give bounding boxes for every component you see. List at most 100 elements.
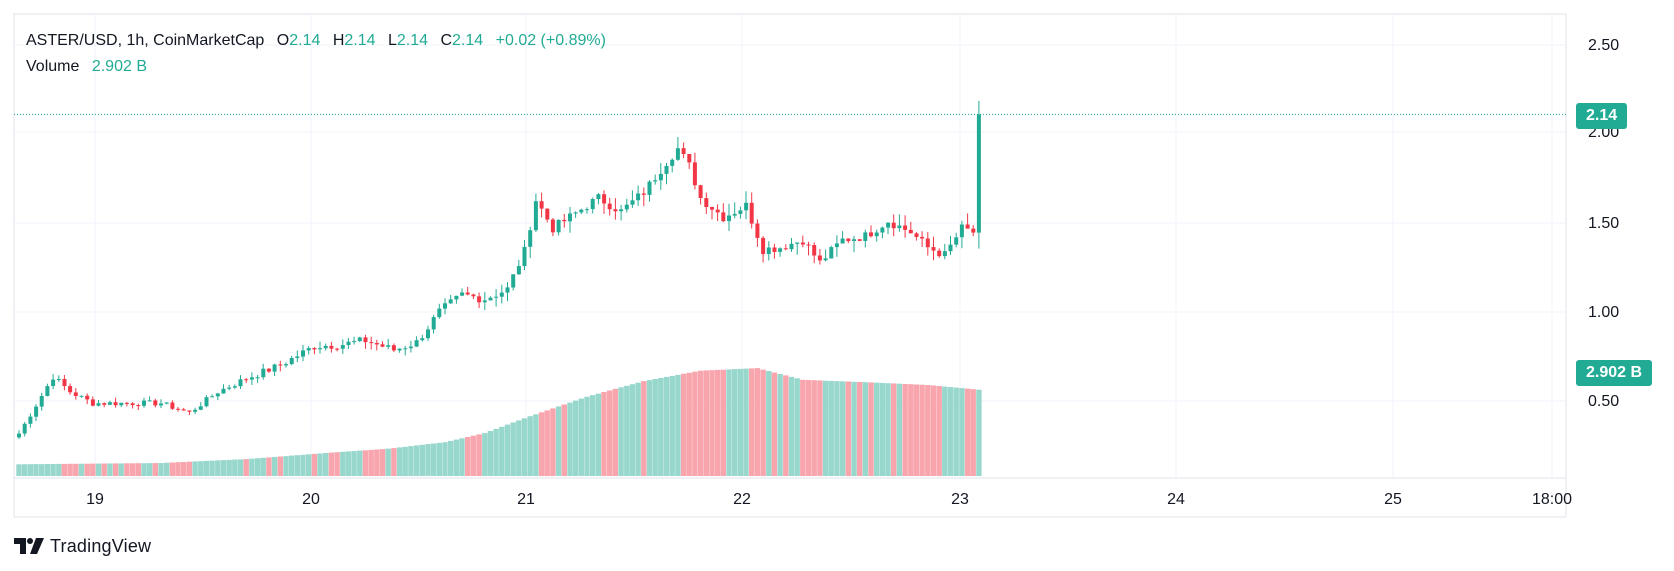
volume-bar xyxy=(811,380,817,476)
volume-bar xyxy=(800,379,806,476)
legend-volume-row: Volume 2.902 B xyxy=(26,54,606,80)
candle-body xyxy=(562,219,567,222)
volume-bar xyxy=(351,451,357,476)
volume-bar xyxy=(947,387,954,476)
volume-bar xyxy=(482,433,488,476)
volume-bar xyxy=(521,418,528,476)
candle-body xyxy=(499,292,504,297)
candle-body xyxy=(96,403,101,406)
candle-body xyxy=(159,403,163,406)
volume-bar xyxy=(465,437,471,476)
candlestick-series xyxy=(17,100,981,439)
volume-bar xyxy=(243,459,249,476)
volume-bar xyxy=(646,380,653,476)
volume-bar xyxy=(925,385,931,476)
volume-bar xyxy=(141,463,147,476)
candle-body xyxy=(965,224,970,229)
candle-body xyxy=(528,230,533,247)
volume-bar xyxy=(146,463,153,476)
volume-bar xyxy=(851,381,857,477)
volume-bar xyxy=(942,386,948,476)
candle-body xyxy=(153,400,158,406)
candle-body xyxy=(783,248,788,250)
volume-bar xyxy=(896,383,903,476)
legend-open-label: O xyxy=(276,32,290,49)
volume-bar xyxy=(67,463,73,476)
time-tick-label: 18:00 xyxy=(1532,491,1572,508)
volume-bar xyxy=(209,460,215,476)
volume-bar xyxy=(124,463,130,476)
volume-bar xyxy=(902,384,908,476)
candle-body xyxy=(698,185,703,198)
volume-bar xyxy=(311,453,318,476)
candle-body xyxy=(812,245,817,256)
volume-bar xyxy=(686,372,692,476)
volume-bar xyxy=(158,463,164,476)
volume-bar xyxy=(510,422,516,476)
time-tick-label: 25 xyxy=(1384,491,1402,508)
volume-bar xyxy=(470,435,477,476)
volume-bar xyxy=(254,458,261,476)
volume-bar xyxy=(101,463,107,476)
volume-bar xyxy=(16,464,22,476)
candle-body xyxy=(817,255,822,261)
candle-body xyxy=(494,296,499,298)
volume-bar xyxy=(976,389,982,476)
candle-body xyxy=(641,193,646,195)
candle-body xyxy=(482,300,487,303)
price-tick-label: 0.50 xyxy=(1588,393,1619,410)
volume-bar xyxy=(357,450,363,476)
candle-body xyxy=(340,345,345,349)
candle-body xyxy=(119,402,124,406)
candle-body xyxy=(806,244,811,246)
candle-body xyxy=(289,358,294,365)
volume-bar xyxy=(754,368,761,476)
candle-body xyxy=(45,386,50,396)
candle-body xyxy=(687,154,692,163)
volume-bar xyxy=(527,416,533,476)
volume-bar xyxy=(936,386,942,476)
legend-volume-value: 2.902 B xyxy=(91,58,147,75)
candle-body xyxy=(891,222,896,229)
volume-bar xyxy=(726,369,732,476)
volume-bar xyxy=(822,380,829,476)
candle-body xyxy=(284,364,288,366)
candle-body xyxy=(516,266,521,275)
volume-bar xyxy=(692,371,698,476)
candle-body xyxy=(215,393,220,397)
volume-bar xyxy=(84,463,90,476)
volume-bar xyxy=(50,464,56,476)
candle-body xyxy=(374,343,379,345)
candle-body xyxy=(556,219,561,233)
volume-bar xyxy=(192,461,198,476)
candle-body xyxy=(68,386,73,393)
candle-body xyxy=(403,348,408,350)
legend-volume-label[interactable]: Volume xyxy=(26,58,80,75)
candle-body xyxy=(346,341,351,345)
time-tick-label: 19 xyxy=(86,491,104,508)
candle-body xyxy=(221,388,226,394)
candle-body xyxy=(511,274,516,288)
candle-body xyxy=(261,368,266,378)
candle-body xyxy=(164,402,169,404)
volume-bar xyxy=(601,392,607,476)
time-tick-label: 22 xyxy=(733,491,751,508)
candle-body xyxy=(948,244,953,252)
candle-body xyxy=(278,364,283,366)
legend-symbol[interactable]: ASTER/USD, 1h, CoinMarketCap xyxy=(26,32,265,49)
price-axis[interactable]: 2.502.001.501.000.50 xyxy=(1588,37,1619,410)
volume-bar xyxy=(879,382,886,476)
candle-body xyxy=(272,364,277,372)
candle-body xyxy=(727,215,731,222)
volume-bar xyxy=(663,376,670,476)
time-axis[interactable]: 19 20 21 22 23 24 25 18:00 xyxy=(86,491,1572,508)
volume-bar xyxy=(487,431,494,476)
brand-name: TradingView xyxy=(50,535,152,556)
volume-bar xyxy=(760,369,766,476)
candle-body xyxy=(238,379,243,387)
branding[interactable]: TradingView xyxy=(14,534,151,558)
candle-body xyxy=(426,329,430,339)
volume-bar xyxy=(95,463,102,476)
candle-body xyxy=(295,356,300,358)
